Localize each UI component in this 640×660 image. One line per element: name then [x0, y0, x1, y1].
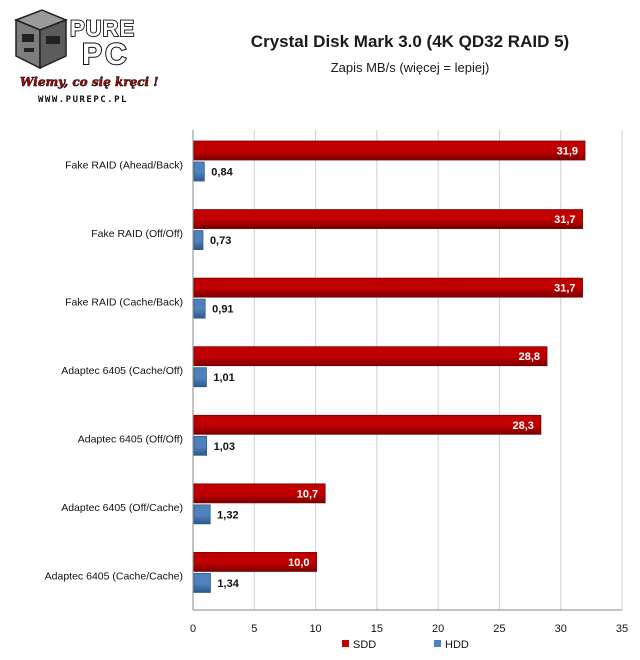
ssd-value-label: 28,3 [512, 420, 533, 432]
hdd-value-label: 1,34 [217, 578, 239, 590]
ssd-bar [193, 552, 317, 572]
x-tick-label: 30 [555, 623, 567, 635]
logo-brand-bottom: PC [82, 38, 130, 71]
hdd-value-label: 0,84 [211, 167, 233, 179]
category-label: Fake RAID (Ahead/Back) [65, 159, 183, 171]
hdd-bar [193, 298, 206, 319]
ssd-bar [193, 414, 542, 435]
x-tick-label: 25 [493, 623, 505, 635]
hdd-value-label: 0,73 [210, 235, 231, 247]
hdd-bar [193, 161, 205, 182]
ssd-bar [193, 277, 583, 298]
legend-hdd-label: HDD [445, 639, 469, 651]
chart-title: Crystal Disk Mark 3.0 (4K QD32 RAID 5) [250, 32, 570, 51]
hdd-value-label: 0,91 [212, 304, 233, 316]
hdd-value-label: 1,03 [214, 441, 235, 453]
category-label: Fake RAID (Off/Off) [91, 228, 183, 240]
legend-ssd-label: SDD [353, 639, 376, 651]
hdd-bar [193, 367, 207, 388]
x-tick-label: 20 [432, 623, 444, 635]
logo-url: WWW.PUREPC.PL [38, 95, 128, 105]
hdd-value-label: 1,01 [213, 372, 234, 384]
ssd-value-label: 28,8 [519, 351, 540, 363]
logo-brand-top: PURE [70, 16, 135, 41]
ssd-value-label: 31,7 [554, 283, 575, 295]
ssd-bar [193, 209, 583, 229]
ssd-value-label: 31,7 [554, 214, 575, 226]
hdd-value-label: 1,32 [217, 509, 238, 521]
x-tick-label: 15 [371, 623, 383, 635]
legend-hdd-swatch [434, 640, 441, 647]
ssd-bar [193, 140, 586, 161]
ssd-value-label: 31,9 [557, 146, 578, 158]
ssd-value-label: 10,0 [288, 557, 309, 569]
cube-icon [13, 9, 69, 70]
chart-subtitle: Zapis MB/s (więcej = lepiej) [330, 60, 490, 75]
x-tick-label: 0 [190, 623, 196, 635]
x-tick-label: 10 [309, 623, 321, 635]
hdd-bar [193, 435, 208, 456]
x-tick-label: 5 [251, 623, 257, 635]
hdd-bar [193, 504, 211, 525]
hdd-bar [193, 230, 204, 250]
legend-ssd-swatch [342, 640, 349, 647]
hdd-bar [193, 573, 211, 593]
ssd-bar [193, 346, 548, 367]
category-label: Adaptec 6405 (Cache/Cache) [45, 571, 183, 583]
category-label: Adaptec 6405 (Off/Off) [78, 434, 183, 446]
logo-slogan: Wiemy, co się kręci ! [20, 75, 159, 89]
ssd-value-label: 10,7 [297, 488, 318, 500]
ssd-bar [193, 483, 326, 504]
x-tick-label: 35 [616, 623, 628, 635]
category-label: Fake RAID (Cache/Back) [65, 296, 183, 308]
category-label: Adaptec 6405 (Cache/Off) [61, 365, 183, 377]
purepc-logo: PURE PC Wiemy, co się kręci ! WWW.PUREPC… [13, 9, 159, 105]
category-label: Adaptec 6405 (Off/Cache) [61, 502, 183, 514]
